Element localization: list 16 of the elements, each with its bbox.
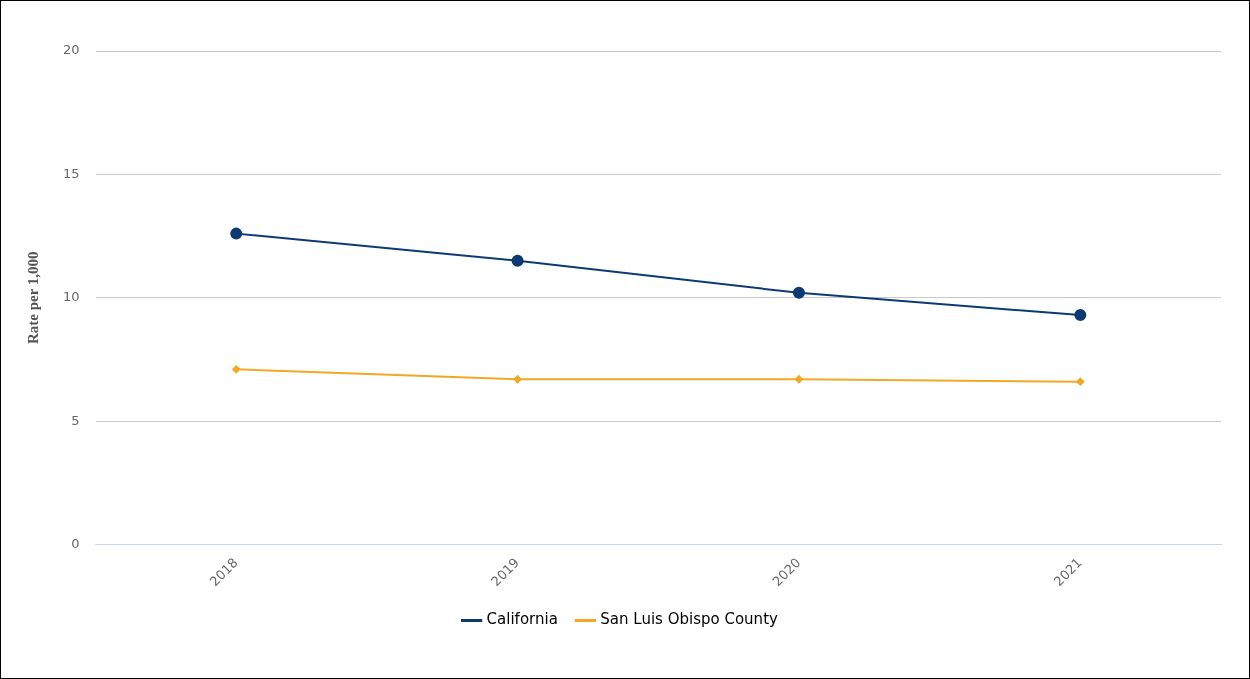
y-axis-title: Rate per 1,000 — [24, 251, 41, 345]
y-tick-label: 10 — [63, 289, 80, 305]
legend-label: California — [486, 610, 558, 629]
y-tick-label: 5 — [71, 412, 80, 428]
y-tick-label: 15 — [63, 165, 80, 181]
point — [1074, 309, 1087, 322]
point — [513, 375, 522, 384]
point — [230, 227, 243, 240]
point — [511, 254, 524, 267]
point — [232, 365, 241, 374]
point — [1076, 377, 1085, 386]
legend-label: San Luis Obispo County — [600, 610, 779, 629]
point — [792, 286, 805, 299]
point — [794, 375, 803, 384]
y-tick-label: 20 — [63, 42, 80, 58]
y-tick-label: 0 — [71, 535, 80, 551]
